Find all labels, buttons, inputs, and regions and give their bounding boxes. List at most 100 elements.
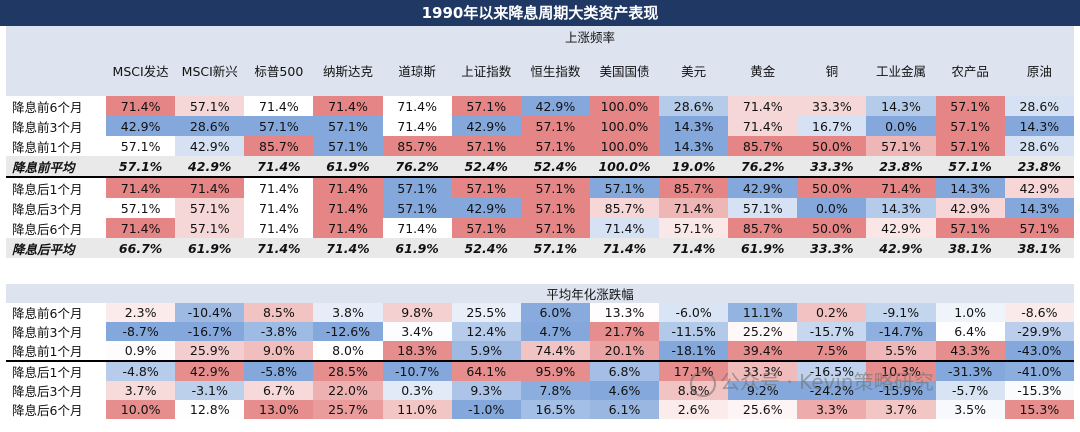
table-cell: 71.4%	[313, 218, 383, 238]
table-cell: 85.7%	[244, 136, 314, 156]
table-cell: -5.8%	[244, 361, 314, 381]
column-header: MSCI新兴	[175, 46, 245, 96]
table-cell: 71.4%	[259, 200, 299, 216]
table-cell: 0.0%	[866, 116, 936, 136]
table-cell: 0.0%	[797, 198, 867, 218]
table-cell: 66.7%	[106, 238, 176, 258]
table-cell: 71.4%	[244, 238, 314, 258]
table-cell: 95.9%	[520, 361, 590, 381]
row-label: 降息后6个月	[12, 221, 83, 237]
table-cell: 42.9%	[175, 136, 245, 156]
table-cell: -31.3%	[935, 361, 1005, 381]
table-cell: 57.1%	[935, 218, 1005, 238]
table-cell: 13.3%	[589, 303, 660, 322]
table-cell: 61.9%	[728, 238, 798, 258]
table-cell: 38.1%	[1004, 238, 1074, 258]
table-cell: 6.4%	[935, 322, 1005, 341]
table-cell: 14.3%	[659, 136, 729, 156]
table-cell: 1.0%	[935, 303, 1005, 322]
table-cell: 57.1%	[106, 198, 176, 218]
table-cell: 23.8%	[866, 156, 936, 178]
table-cell: 71.4%	[866, 177, 936, 198]
frequency-table: 上涨频率 MSCI发达 MSCI新兴 标普500 纳斯达克 道琼斯 上证指数 恒生指数 美国国…	[6, 26, 1074, 258]
table-cell: -24.2%	[797, 381, 867, 400]
table-cell: 52.4%	[451, 156, 521, 178]
table-cell: 33.3%	[728, 361, 798, 381]
table-cell: 33.3%	[797, 156, 867, 178]
table-cell: 23.8%	[1004, 156, 1074, 178]
table-cell: 25.5%	[451, 303, 521, 322]
table-cell: 85.7%	[589, 198, 660, 218]
table-cell: -16.7%	[175, 322, 245, 341]
table-row: 降息后1个月 -4.8% 42.9% -5.8% 28.5% -10.7% 64.1% 95.…	[6, 361, 1074, 381]
table-cell: 3.5%	[935, 400, 1005, 419]
table-cell: 2.6%	[659, 400, 729, 419]
table-cell: 57.1%	[935, 136, 1005, 156]
table-cell: 42.9%	[175, 361, 245, 381]
table-cell: 14.3%	[866, 96, 936, 116]
table-cell: 50.0%	[797, 218, 867, 238]
table-cell: 57.1%	[1004, 218, 1074, 238]
table-cell: 42.9%	[866, 238, 936, 258]
table-row: 降息前3个月 42.9% 28.6% 57.1% 57.1% 71.4% 42.9% 57.1…	[6, 116, 1074, 136]
table-cell: 33.3%	[797, 238, 867, 258]
table-cell: 3.7%	[106, 381, 176, 400]
table-cell: 71.4%	[589, 238, 660, 258]
table-cell: 0.2%	[797, 303, 867, 322]
table-cell: 42.9%	[175, 156, 245, 178]
table-cell: 57.1%	[520, 218, 590, 238]
table-cell: 25.6%	[728, 400, 798, 419]
table-cell: 71.4%	[106, 177, 176, 198]
table-cell: -8.7%	[106, 322, 176, 341]
table-cell: 71.4%	[313, 96, 383, 116]
table-cell: 61.9%	[313, 156, 383, 178]
table-cell: 71.4%	[259, 98, 299, 114]
table-cell: 57.1%	[451, 136, 521, 156]
row-label: 降息后3个月	[12, 201, 83, 217]
column-header: 美国国债	[589, 46, 660, 96]
table-cell: 7.5%	[797, 341, 867, 362]
table-cell: 14.3%	[659, 116, 729, 136]
column-header: 农产品	[935, 46, 1005, 96]
table-cell: -41.0%	[1004, 361, 1074, 381]
table-cell: 33.3%	[797, 96, 867, 116]
table-cell: 76.2%	[382, 156, 452, 178]
column-header: 黄金	[728, 46, 798, 96]
table-cell: 74.4%	[520, 341, 590, 362]
table-cell: 71.4%	[175, 177, 245, 198]
table-cell: 57.1%	[244, 116, 314, 136]
table-cell: -5.7%	[935, 381, 1005, 400]
row-label: 降息前6个月	[12, 99, 83, 115]
table-cell: 6.8%	[589, 361, 660, 381]
table-cell: 42.9%	[520, 96, 590, 116]
row-label: 降息前6个月	[12, 306, 83, 321]
table-cell: 61.9%	[175, 238, 245, 258]
table-cell: 8.8%	[659, 381, 729, 400]
section-title-frequency: 上涨频率	[106, 26, 1074, 46]
table-cell: 21.7%	[589, 322, 660, 341]
average-row: 降息后平均 66.7% 61.9% 71.4% 71.4% 61.9% 52.4% 57.1%…	[6, 238, 1074, 258]
table-cell: 71.4%	[589, 218, 660, 238]
table-cell: 42.9%	[106, 116, 176, 136]
table-cell: 71.4%	[259, 220, 299, 236]
table-cell: -16.5%	[797, 361, 867, 381]
table-cell: 25.7%	[313, 400, 383, 419]
table-cell: -6.0%	[659, 303, 729, 322]
table-cell: 57.1%	[520, 177, 590, 198]
table-cell: 100.0%	[589, 96, 660, 116]
table-cell: 0.3%	[382, 381, 452, 400]
table-row: 降息前3个月 -8.7% -16.7% -3.8% -12.6% 3.4% 12.4% 4.7…	[6, 322, 1074, 341]
row-label: 降息前3个月	[12, 325, 83, 340]
table-cell: 57.1%	[520, 116, 590, 136]
table-cell: 57.1%	[935, 96, 1005, 116]
table-cell: 57.1%	[382, 177, 452, 198]
column-header: 美元	[659, 46, 729, 96]
table-row: 降息后6个月 10.0% 12.8% 13.0% 25.7% 11.0% -1.0% 16.5…	[6, 400, 1074, 419]
column-header: 标普500	[244, 46, 314, 96]
table-cell: 11.1%	[728, 303, 798, 322]
table-cell: 57.1%	[106, 136, 176, 156]
column-header: 原油	[1004, 46, 1074, 96]
table-cell: 57.1%	[866, 136, 936, 156]
table-cell: 3.8%	[313, 303, 383, 322]
table-cell: 57.1%	[175, 198, 245, 218]
